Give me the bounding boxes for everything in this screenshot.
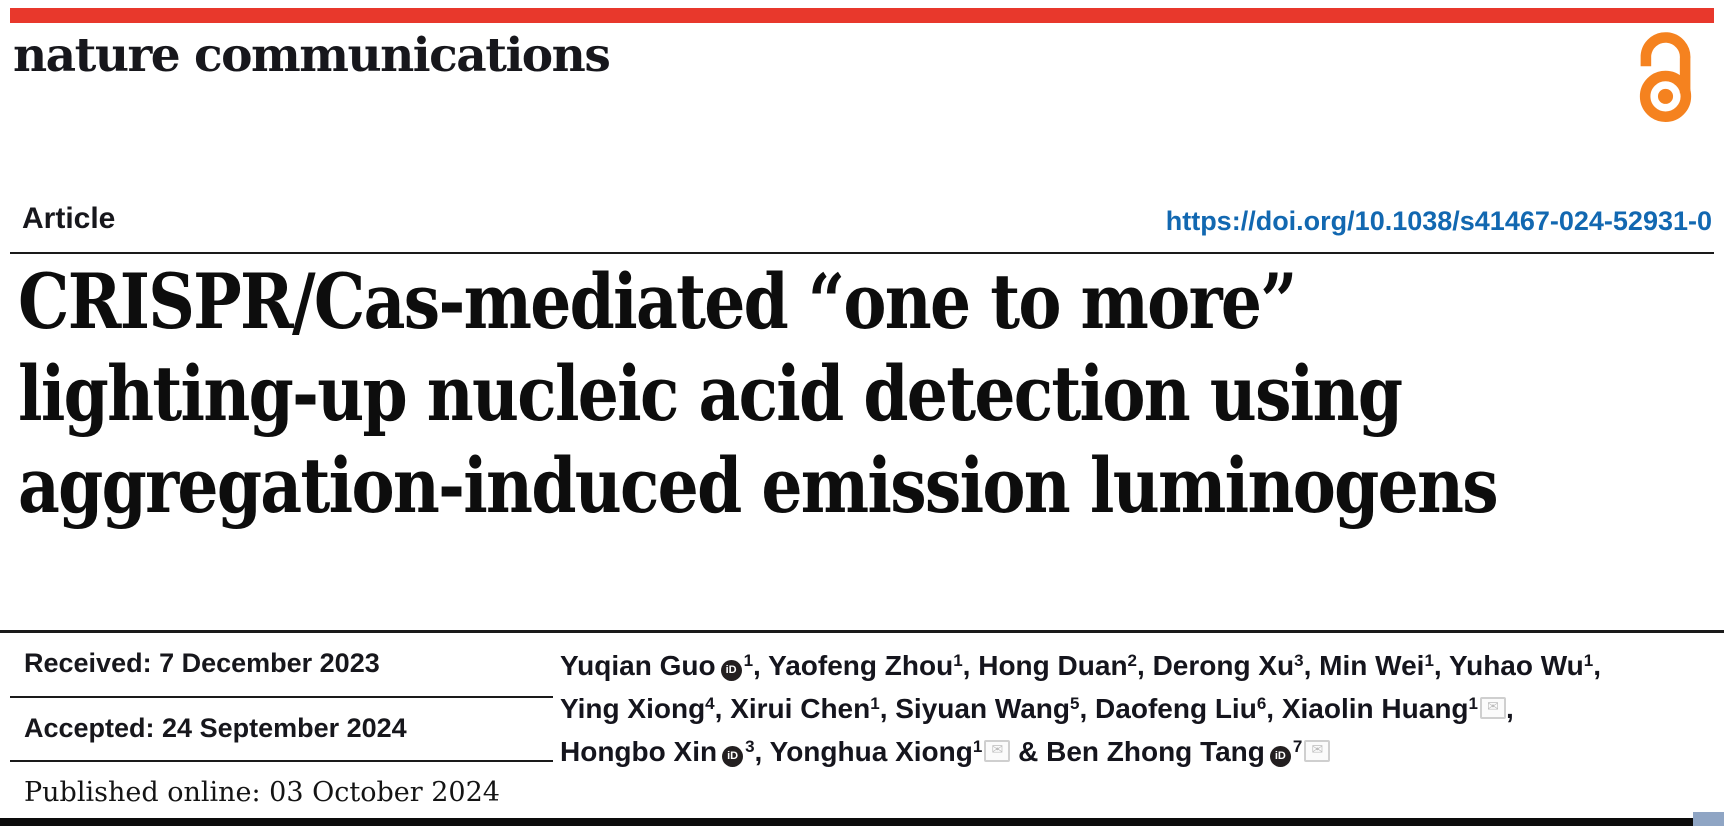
author-separator: , <box>1433 650 1449 681</box>
author-name: Hongbo Xin <box>560 736 718 767</box>
author-name: Yuqian Guo <box>560 650 716 681</box>
open-access-icon <box>1639 32 1692 122</box>
article-type-label: Article <box>22 202 116 235</box>
author-line-2: Ying Xiong4, Xirui Chen1, Siyuan Wang5, … <box>560 687 1720 730</box>
affiliation-superscript: 6 <box>1256 694 1267 713</box>
corresponding-author-email-icon[interactable]: ✉ <box>1480 697 1506 719</box>
journal-logo: nature communications <box>13 28 611 83</box>
author-line-1: Yuqian Guo iD 1, Yaofeng Zhou1, Hong Duan2… <box>560 644 1720 687</box>
author-separator: , <box>1266 693 1282 724</box>
orcid-icon[interactable]: iD <box>1269 746 1291 767</box>
corresponding-author-email-icon[interactable]: ✉ <box>1304 740 1331 762</box>
top-accent-bar <box>10 8 1714 23</box>
author-name: Ying Xiong <box>560 693 706 724</box>
author-separator: , <box>1079 693 1096 724</box>
orcid-icon[interactable]: iD <box>720 660 742 681</box>
affiliation-superscript: 3 <box>1294 651 1304 670</box>
title-line-1: CRISPR/Cas-mediated “one to more” <box>18 257 1297 346</box>
affiliation-superscript: 1 <box>953 651 963 670</box>
header-divider <box>10 252 1714 254</box>
author-separator: , <box>1593 650 1602 681</box>
author-separator: , <box>714 693 731 724</box>
author-name: Min Wei <box>1319 650 1425 681</box>
doi-link[interactable]: https://doi.org/10.1038/s41467-024-52931… <box>1165 206 1712 236</box>
author-line-3: Hongbo Xin iD 3, Yonghua Xiong1 ✉ & Ben Zho… <box>560 730 1720 773</box>
author-name: Xiaolin Huang <box>1281 693 1469 724</box>
affiliation-superscript: 4 <box>705 694 715 713</box>
accepted-date: Accepted: 24 September 2024 <box>24 713 407 743</box>
section-divider <box>0 630 1724 633</box>
author-separator: , <box>1137 650 1153 681</box>
author-separator: , <box>879 693 896 724</box>
affiliation-superscript: 1 <box>1424 651 1434 670</box>
affiliation-superscript: 1 <box>1468 694 1478 713</box>
title-line-2: lighting-up nucleic acid detection using <box>18 349 1403 438</box>
author-separator: & <box>1010 736 1047 767</box>
author-name: Ben Zhong Tang <box>1046 736 1265 767</box>
affiliation-superscript: 7 <box>1292 737 1303 756</box>
title-line-3: aggregation-induced emission luminogens <box>18 441 1499 530</box>
author-name: Derong Xu <box>1152 650 1295 681</box>
published-date: Published online: 03 October 2024 <box>24 777 500 808</box>
author-name: Yaofeng Zhou <box>768 650 954 681</box>
article-title: CRISPR/Cas-mediated “one to more” lighti… <box>18 256 1718 532</box>
author-separator: , <box>962 650 979 681</box>
author-separator: , <box>753 650 769 681</box>
received-date: Received: 7 December 2023 <box>24 648 380 678</box>
affiliation-superscript: 1 <box>1583 651 1594 670</box>
affiliation-superscript: 1 <box>743 651 754 670</box>
author-name: Xirui Chen <box>730 693 871 724</box>
affiliation-superscript: 1 <box>972 737 983 756</box>
author-separator: , <box>1303 650 1320 681</box>
author-name: Yuhao Wu <box>1448 650 1584 681</box>
author-name: Siyuan Wang <box>895 693 1071 724</box>
author-name: Yonghua Xiong <box>769 736 973 767</box>
author-list: Yuqian Guo iD 1, Yaofeng Zhou1, Hong Duan2… <box>560 644 1720 773</box>
affiliation-superscript: 5 <box>1070 694 1080 713</box>
corner-marker <box>1693 812 1724 826</box>
affiliation-superscript: 1 <box>870 694 880 713</box>
author-name: Daofeng Liu <box>1095 693 1257 724</box>
affiliation-superscript: 2 <box>1127 651 1138 670</box>
history-divider-1 <box>10 696 553 698</box>
author-name: Hong Duan <box>978 650 1128 681</box>
orcid-icon[interactable]: iD <box>722 746 744 767</box>
author-separator: , <box>1506 693 1514 724</box>
corresponding-author-email-icon[interactable]: ✉ <box>984 740 1011 762</box>
affiliation-superscript: 3 <box>745 737 755 756</box>
history-divider-2 <box>10 760 553 762</box>
author-separator: , <box>754 736 770 767</box>
bottom-bar <box>0 818 1724 826</box>
